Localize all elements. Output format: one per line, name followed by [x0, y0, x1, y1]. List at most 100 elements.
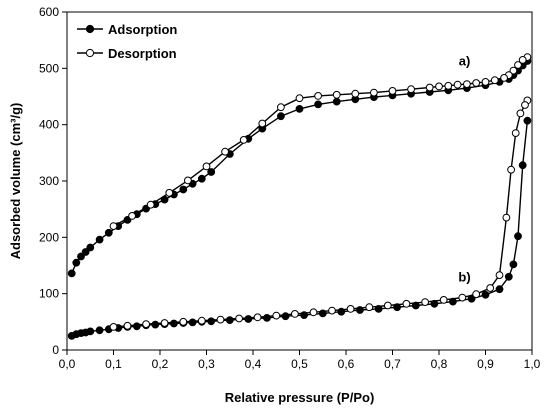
series-b-desorption-point	[521, 101, 529, 109]
series-b-desorption-point	[402, 299, 411, 308]
series-a-desorption-point	[518, 56, 527, 64]
legend: Adsorption Desorption	[77, 22, 177, 61]
x-tick-label: 0,1	[105, 357, 122, 371]
y-tick-label: 400	[39, 118, 59, 132]
series-a-adsorption-point	[314, 100, 323, 109]
legend-marker-desorption	[85, 48, 95, 58]
series-b-adsorption-point	[509, 260, 518, 269]
y-tick-label: 600	[39, 5, 59, 19]
series-a-adsorption-point	[277, 112, 285, 121]
legend-item-desorption: Desorption	[77, 46, 177, 61]
series-a-adsorption-point	[160, 195, 169, 204]
series-b-desorption-point	[123, 321, 132, 330]
series-a-adsorption-point	[104, 228, 113, 237]
series-a-desorption-point	[239, 136, 248, 144]
y-tick-label: 200	[39, 230, 59, 244]
series-a-desorption-point	[370, 88, 378, 97]
series-a-desorption-point	[444, 81, 453, 90]
series-b-desorption-point	[309, 308, 318, 317]
series-b-desorption-point	[439, 296, 448, 304]
series-b-desorption-point	[197, 316, 206, 325]
series-b-desorption-point	[511, 129, 520, 138]
series-b-desorption-point	[291, 310, 299, 318]
series-b-desorption-point	[383, 301, 392, 310]
y-tick-label: 100	[39, 287, 59, 301]
series-b-desorption-point	[472, 290, 481, 299]
series-a-adsorption-point	[77, 252, 85, 261]
series-b-desorption-point	[365, 303, 374, 312]
series-b-adsorption-point	[151, 320, 160, 329]
series-a-desorption-point	[388, 87, 397, 95]
x-tick-label: 0,9	[477, 357, 494, 371]
series-b-desorption-point	[160, 319, 169, 327]
series-b-adsorption-point	[207, 317, 216, 326]
series-b-desorption-point	[486, 284, 495, 292]
series-a-desorption-point	[500, 74, 509, 82]
series-b-adsorption-point	[337, 307, 346, 316]
y-tick-label: 0	[52, 343, 59, 357]
series-b-adsorption-point	[318, 309, 327, 318]
x-tick-label: 0,6	[338, 357, 355, 371]
legend-item-adsorption: Adsorption	[77, 22, 177, 37]
series-b-desorption-point	[516, 109, 525, 118]
series-layer	[67, 53, 532, 340]
series-a-desorption-point	[332, 90, 341, 99]
series-b-desorption-point	[421, 298, 430, 307]
series-a-desorption-point	[109, 222, 118, 231]
series-a-desorption-point	[165, 188, 174, 197]
ticks-layer: 0,0 0,1 0,2 0,3 0,4 0,5 0,6 0,7 0,8 0,9 1,0 0 100 200…	[39, 5, 541, 371]
series-a-desorption-point	[425, 83, 434, 92]
series-b-adsorption-point	[467, 294, 476, 303]
series-a-adsorption-point	[179, 185, 188, 194]
annotation-curve-a: a)	[459, 54, 471, 69]
series-b-adsorption-point	[523, 116, 532, 125]
series-b-desorption-point	[495, 271, 504, 280]
series-a-desorption-point	[258, 119, 267, 128]
series-b-adsorption-point	[86, 327, 95, 336]
series-a-desorption-point	[472, 79, 481, 87]
series-b-adsorption-point	[411, 301, 420, 310]
series-a-desorption-point	[453, 80, 462, 89]
series-b-adsorption-point	[188, 318, 197, 327]
series-a-adsorption-point	[197, 174, 206, 183]
series-b-adsorption-point	[263, 314, 271, 322]
series-b-adsorption-point	[170, 319, 178, 328]
x-tick-label: 0,2	[152, 357, 169, 371]
series-a-desorption-point	[202, 162, 211, 171]
series-a-desorption-point	[184, 176, 192, 185]
series-a-adsorption-point	[86, 243, 95, 252]
series-a-desorption-point	[351, 89, 360, 98]
series-b-adsorption-point	[300, 311, 309, 320]
y-tick-label: 300	[39, 174, 59, 188]
series-a-adsorption-point	[332, 97, 341, 106]
series-b-adsorption-point	[518, 161, 527, 170]
x-tick-label: 0,3	[198, 357, 215, 371]
series-b-desorption-point	[142, 320, 151, 329]
series-a-desorption-point	[490, 76, 499, 85]
x-tick-label: 0,4	[245, 357, 262, 371]
series-b-adsorption-point	[356, 306, 364, 314]
series-b-adsorption-point	[481, 290, 490, 299]
y-axis-title: Adsorbed volume (cm³/g)	[8, 103, 23, 260]
x-tick-label: 1,0	[524, 357, 541, 371]
series-a-adsorption-point	[207, 168, 216, 176]
series-a-desorption-point	[509, 66, 518, 75]
y-tick-label: 500	[39, 61, 59, 75]
series-b-adsorption-point	[504, 272, 513, 281]
series-b-adsorption-point	[95, 326, 104, 335]
legend-marker-adsorption	[85, 24, 95, 34]
series-a-adsorption-line	[71, 60, 528, 274]
series-a-desorption-point	[295, 94, 304, 103]
series-a-adsorption-point	[81, 248, 90, 256]
series-a-desorption-point	[463, 80, 471, 88]
legend-label-desorption: Desorption	[108, 46, 177, 61]
series-b-desorption-point	[235, 314, 244, 323]
series-b-desorption-point	[179, 317, 188, 326]
series-b-adsorption-point	[514, 232, 522, 241]
series-b-adsorption-point	[244, 315, 253, 323]
series-b-adsorption-point	[393, 303, 402, 312]
series-a-desorption-point	[514, 61, 522, 69]
x-tick-label: 0,0	[59, 357, 76, 371]
series-b-adsorption-point	[449, 297, 457, 306]
